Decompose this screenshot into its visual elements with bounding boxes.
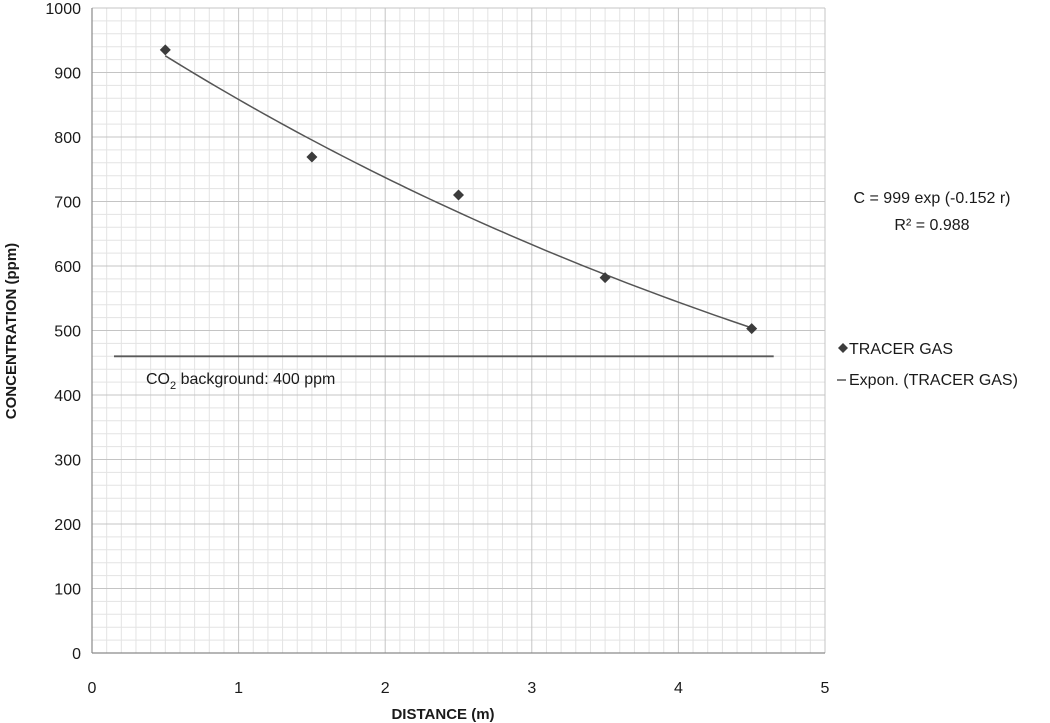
data-point-tracer-gas [306,151,318,163]
major-gridlines [92,7,826,653]
y-tick-label: 100 [54,582,81,599]
y-tick-label: 0 [72,646,81,663]
legend: TRACER GAS Expon. (TRACER GAS) [837,341,1018,389]
x-tick-label: 1 [234,680,243,697]
trend-equation: C = 999 exp (-0.152 r) [854,190,1011,207]
legend-label-tracer-gas: TRACER GAS [849,341,953,358]
y-axis-title: CONCENTRATION (ppm) [3,243,20,419]
x-tick-label: 0 [88,680,97,697]
points-layer [159,44,758,335]
x-tick-label: 3 [527,680,536,697]
x-tick-label: 2 [381,680,390,697]
legend-item-tracer-gas: TRACER GAS [838,341,953,358]
legend-diamond-marker [838,343,848,353]
legend-item-trendline: Expon. (TRACER GAS) [837,372,1018,389]
axes [91,8,825,654]
y-tick-label: 300 [54,453,81,470]
y-tick-label: 400 [54,388,81,405]
data-point-tracer-gas [453,189,464,201]
y-tick-label: 900 [54,66,81,83]
x-tick-label: 4 [674,680,683,697]
data-point-tracer-gas [746,323,758,335]
y-tick-label: 1000 [45,1,81,18]
y-tick-label: 700 [54,195,81,212]
reference-label-suffix: background: 400 ppm [176,371,335,388]
exponential-trendline [164,55,752,329]
y-tick-label: 800 [54,130,81,147]
trend-r-squared: R² = 0.988 [894,217,969,234]
y-tick-label: 500 [54,324,81,341]
x-tick-label: 5 [821,680,830,697]
y-tick-label: 200 [54,517,81,534]
x-axis-title: DISTANCE (m) [391,706,494,723]
legend-label-trendline: Expon. (TRACER GAS) [849,372,1018,389]
reference-line-label: CO2 background: 400 ppm [146,371,335,392]
reference-label-subscript: 2 [170,380,176,392]
trendline-layer [164,55,752,329]
y-tick-label: 600 [54,259,81,276]
data-point-tracer-gas [599,272,611,284]
tick-labels: 0 1 2 3 4 5 0 100 200 300 400 500 600 700 800 900 1000 [45,1,829,697]
data-point-tracer-gas [159,44,171,56]
reference-label-prefix: CO [146,371,170,388]
